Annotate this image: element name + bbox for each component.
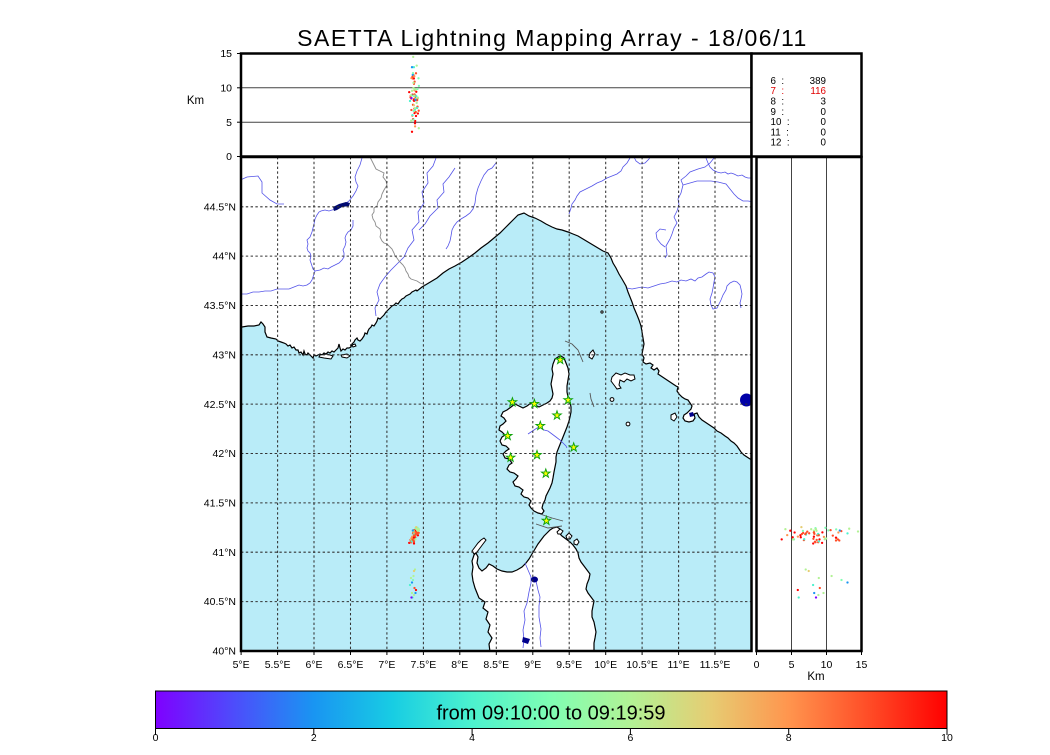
svg-text:42.5°N: 42.5°N — [204, 399, 236, 411]
svg-text:9.5°E: 9.5°E — [556, 659, 582, 671]
svg-text:0: 0 — [153, 732, 159, 744]
svg-text:10.5°E: 10.5°E — [626, 659, 658, 671]
svg-text:9°E: 9°E — [524, 659, 541, 671]
svg-text:389: 389 — [810, 76, 826, 87]
svg-text:8: 8 — [786, 732, 792, 744]
svg-text:7°E: 7°E — [378, 659, 395, 671]
svg-text:15: 15 — [220, 48, 232, 60]
svg-text:40.5°N: 40.5°N — [204, 596, 236, 608]
svg-text:41°N: 41°N — [213, 547, 236, 559]
svg-text:43°N: 43°N — [213, 349, 236, 361]
svg-text:3: 3 — [821, 97, 827, 108]
svg-text:5: 5 — [226, 117, 232, 129]
svg-text:15: 15 — [856, 659, 868, 671]
svg-text:41.5°N: 41.5°N — [204, 498, 236, 510]
svg-text:from 09:10:00 to 09:19:59: from 09:10:00 to 09:19:59 — [436, 703, 665, 725]
svg-text:11.5°E: 11.5°E — [700, 659, 731, 671]
svg-text:0: 0 — [821, 138, 827, 149]
svg-text:12 :: 12 : — [771, 138, 790, 149]
svg-text:10: 10 — [941, 732, 953, 744]
svg-text:10: 10 — [220, 82, 232, 94]
svg-text:43.5°N: 43.5°N — [204, 300, 236, 312]
svg-text:9 :: 9 : — [771, 107, 785, 118]
svg-text:5.5°E: 5.5°E — [265, 659, 291, 671]
svg-text:44.5°N: 44.5°N — [204, 201, 236, 213]
svg-text:5: 5 — [789, 659, 795, 671]
svg-text:0: 0 — [754, 659, 760, 671]
svg-text:4: 4 — [469, 732, 475, 744]
svg-text:6°E: 6°E — [305, 659, 322, 671]
svg-text:5°E: 5°E — [233, 659, 250, 671]
svg-text:10°E: 10°E — [594, 659, 617, 671]
svg-text:8.5°E: 8.5°E — [483, 659, 509, 671]
svg-text:0: 0 — [821, 127, 827, 138]
svg-text:Km: Km — [187, 95, 204, 107]
svg-text:116: 116 — [810, 86, 826, 97]
svg-text:0: 0 — [821, 117, 827, 128]
svg-text:8°E: 8°E — [451, 659, 468, 671]
svg-text:7.5°E: 7.5°E — [410, 659, 436, 671]
svg-text:Km: Km — [807, 671, 824, 683]
svg-text:44°N: 44°N — [213, 251, 236, 263]
svg-text:10: 10 — [821, 659, 833, 671]
svg-text:7 :: 7 : — [771, 86, 785, 97]
svg-text:10 :: 10 : — [771, 117, 790, 128]
svg-text:11°E: 11°E — [668, 659, 690, 671]
svg-text:6.5°E: 6.5°E — [338, 659, 364, 671]
svg-text:40°N: 40°N — [213, 646, 236, 658]
svg-text:0: 0 — [226, 151, 232, 163]
svg-text:6 :: 6 : — [771, 76, 785, 87]
svg-text:0: 0 — [821, 107, 827, 118]
svg-text:11 :: 11 : — [771, 127, 789, 138]
svg-text:6: 6 — [627, 732, 633, 744]
svg-text:8 :: 8 : — [771, 97, 785, 108]
svg-text:2: 2 — [311, 732, 317, 744]
svg-text:SAETTA Lightning Mapping Array: SAETTA Lightning Mapping Array - 18/06/1… — [297, 25, 808, 51]
svg-text:42°N: 42°N — [213, 448, 236, 460]
